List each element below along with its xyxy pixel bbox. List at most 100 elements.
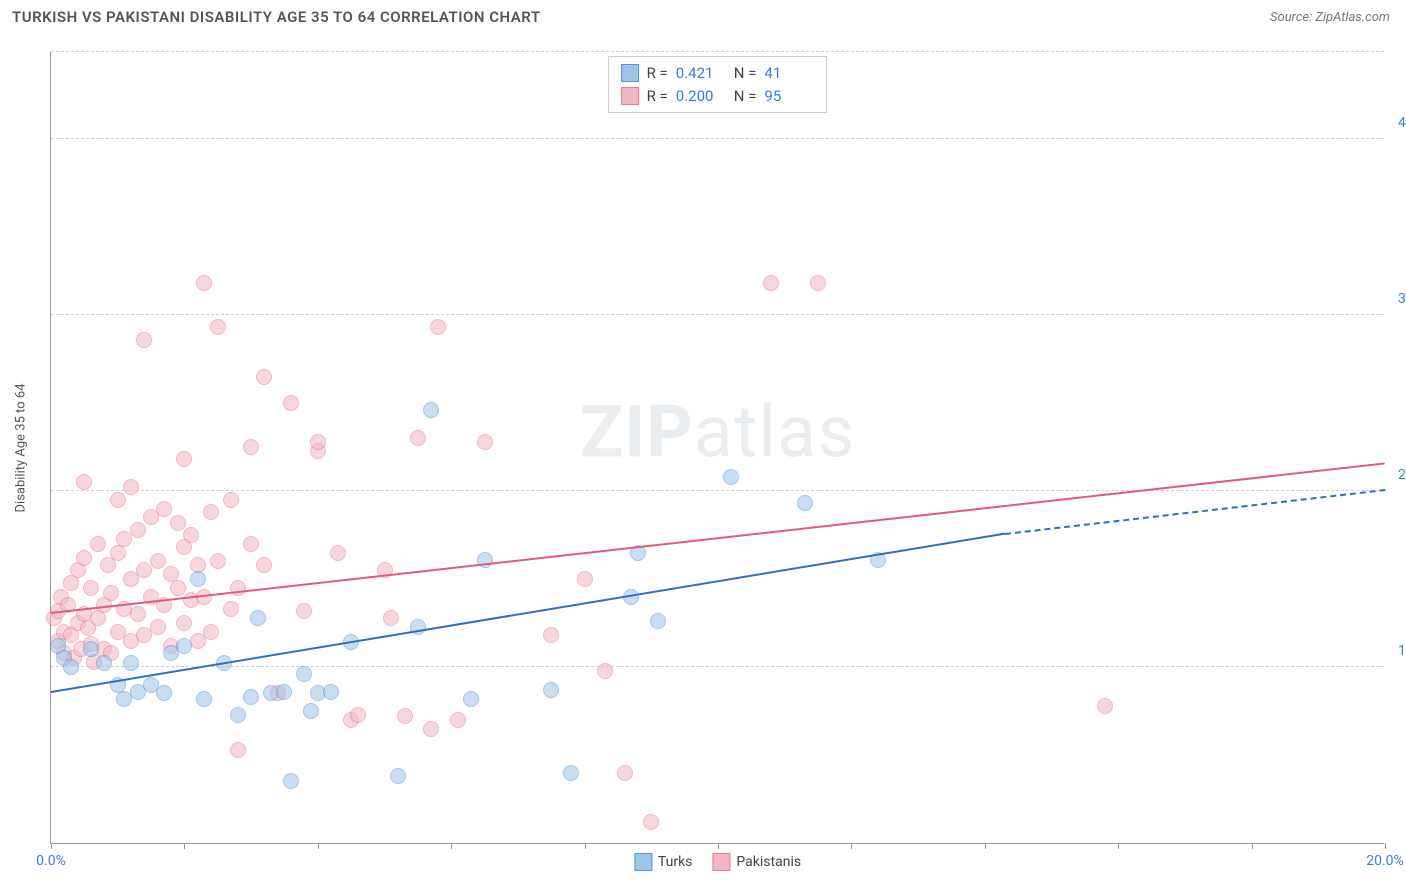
data-point xyxy=(390,768,406,784)
data-point xyxy=(350,707,366,723)
data-point xyxy=(243,689,259,705)
chart-title: TURKISH VS PAKISTANI DISABILITY AGE 35 T… xyxy=(12,8,1394,26)
r-value-turks: 0.421 xyxy=(676,62,726,85)
swatch-pakistanis-icon xyxy=(712,853,730,871)
data-point xyxy=(563,765,579,781)
x-tick xyxy=(851,843,852,849)
scatter-chart: Disability Age 35 to 64 ZIPatlas R = 0.4… xyxy=(50,52,1384,844)
x-tick-label: 20.0% xyxy=(1366,853,1404,869)
data-point xyxy=(330,545,346,561)
data-point xyxy=(83,641,99,657)
y-axis-label: Disability Age 35 to 64 xyxy=(14,383,29,512)
source-attribution: Source: ZipAtlas.com xyxy=(1270,10,1390,25)
data-point xyxy=(323,684,339,700)
data-point xyxy=(283,773,299,789)
data-point xyxy=(310,434,326,450)
data-point xyxy=(723,469,739,485)
data-point xyxy=(203,504,219,520)
data-point xyxy=(617,765,633,781)
data-point xyxy=(183,527,199,543)
y-tick-label: 40.0% xyxy=(1390,115,1406,131)
data-point xyxy=(276,684,292,700)
data-point xyxy=(243,439,259,455)
data-point xyxy=(763,275,779,291)
data-point xyxy=(103,585,119,601)
data-point xyxy=(76,474,92,490)
data-point xyxy=(130,522,146,538)
data-point xyxy=(423,402,439,418)
n-value-pakistanis: 95 xyxy=(764,85,814,108)
data-point xyxy=(150,553,166,569)
data-point xyxy=(1097,698,1113,714)
data-point xyxy=(123,655,139,671)
swatch-turks-icon xyxy=(634,853,652,871)
y-tick-label: 20.0% xyxy=(1390,467,1406,483)
data-point xyxy=(136,332,152,348)
x-tick xyxy=(585,843,586,849)
legend-item-pakistanis: Pakistanis xyxy=(712,853,801,871)
data-point xyxy=(150,619,166,635)
data-point xyxy=(410,430,426,446)
legend-item-turks: Turks xyxy=(634,853,693,871)
data-point xyxy=(170,515,186,531)
data-point xyxy=(110,545,126,561)
data-point xyxy=(296,666,312,682)
data-point xyxy=(543,627,559,643)
x-tick xyxy=(51,843,52,849)
gridline xyxy=(51,314,1384,315)
data-point xyxy=(597,663,613,679)
data-point xyxy=(230,707,246,723)
data-point xyxy=(256,557,272,573)
y-tick-label: 30.0% xyxy=(1390,291,1406,307)
n-value-turks: 41 xyxy=(764,62,814,85)
x-tick xyxy=(1118,843,1119,849)
data-point xyxy=(643,814,659,830)
gridline xyxy=(51,51,1384,52)
gridline xyxy=(51,490,1384,491)
swatch-pakistanis xyxy=(621,87,639,105)
data-point xyxy=(76,550,92,566)
data-point xyxy=(123,479,139,495)
data-point xyxy=(63,659,79,675)
data-point xyxy=(203,624,219,640)
x-tick xyxy=(1385,843,1386,849)
data-point xyxy=(210,553,226,569)
data-point xyxy=(383,610,399,626)
trend-line xyxy=(1005,489,1385,535)
watermark: ZIPatlas xyxy=(580,389,856,474)
x-tick xyxy=(718,843,719,849)
data-point xyxy=(450,712,466,728)
data-point xyxy=(156,501,172,517)
data-point xyxy=(156,685,172,701)
data-point xyxy=(243,536,259,552)
data-point xyxy=(230,742,246,758)
data-point xyxy=(196,275,212,291)
data-point xyxy=(196,691,212,707)
data-point xyxy=(170,580,186,596)
x-tick xyxy=(1252,843,1253,849)
r-value-pakistanis: 0.200 xyxy=(676,85,726,108)
bottom-legend: Turks Pakistanis xyxy=(634,853,801,871)
x-tick xyxy=(985,843,986,849)
x-tick xyxy=(451,843,452,849)
x-tick xyxy=(184,843,185,849)
gridline xyxy=(51,666,1384,667)
data-point xyxy=(176,638,192,654)
data-point xyxy=(296,603,312,619)
data-point xyxy=(577,571,593,587)
data-point xyxy=(797,495,813,511)
data-point xyxy=(463,691,479,707)
data-point xyxy=(130,606,146,622)
stats-row-pakistanis: R = 0.200 N = 95 xyxy=(621,85,815,108)
data-point xyxy=(543,682,559,698)
stats-legend-box: R = 0.421 N = 41 R = 0.200 N = 95 xyxy=(608,56,828,113)
data-point xyxy=(397,708,413,724)
data-point xyxy=(176,615,192,631)
data-point xyxy=(210,319,226,335)
gridline xyxy=(51,138,1384,139)
data-point xyxy=(223,492,239,508)
swatch-turks xyxy=(621,64,639,82)
data-point xyxy=(90,536,106,552)
data-point xyxy=(810,275,826,291)
y-tick-label: 10.0% xyxy=(1390,643,1406,659)
